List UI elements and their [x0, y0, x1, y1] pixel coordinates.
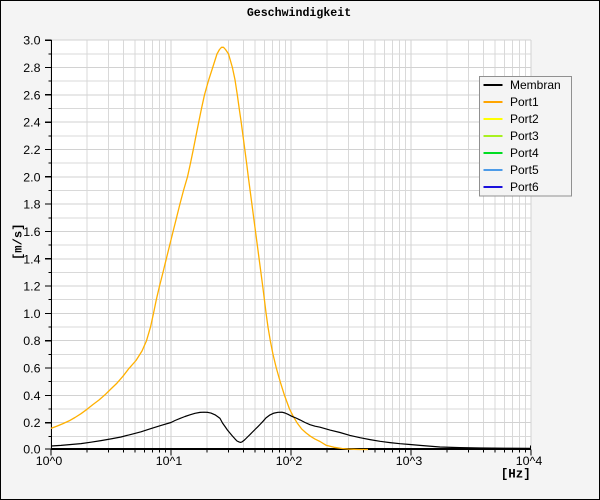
- svg-text:0.4: 0.4: [23, 389, 40, 403]
- svg-text:Port4: Port4: [510, 146, 539, 160]
- svg-text:Port6: Port6: [510, 180, 539, 194]
- svg-text:0.6: 0.6: [23, 362, 40, 376]
- svg-text:0.0: 0.0: [23, 443, 40, 457]
- svg-text:1.4: 1.4: [23, 252, 40, 266]
- svg-text:1.2: 1.2: [23, 280, 40, 294]
- svg-text:[Hz]: [Hz]: [501, 468, 531, 482]
- svg-text:3.0: 3.0: [23, 34, 40, 48]
- svg-text:0.2: 0.2: [23, 416, 40, 430]
- svg-text:10^1: 10^1: [156, 454, 183, 468]
- svg-text:2.2: 2.2: [23, 143, 40, 157]
- svg-text:[m/s]: [m/s]: [12, 223, 26, 260]
- svg-text:Membran: Membran: [510, 78, 561, 92]
- svg-text:1.8: 1.8: [23, 198, 40, 212]
- svg-text:10^2: 10^2: [276, 454, 303, 468]
- svg-text:Port5: Port5: [510, 163, 539, 177]
- svg-text:10^0: 10^0: [36, 454, 63, 468]
- svg-text:Geschwindigkeit: Geschwindigkeit: [247, 7, 351, 20]
- svg-text:10^3: 10^3: [396, 454, 423, 468]
- svg-text:1.0: 1.0: [23, 307, 40, 321]
- svg-text:10^4: 10^4: [516, 454, 543, 468]
- svg-text:1.6: 1.6: [23, 225, 40, 239]
- svg-text:2.0: 2.0: [23, 170, 40, 184]
- svg-text:2.8: 2.8: [23, 61, 40, 75]
- svg-text:Port2: Port2: [510, 112, 539, 126]
- svg-text:Port1: Port1: [510, 95, 539, 109]
- svg-text:2.6: 2.6: [23, 88, 40, 102]
- svg-text:2.4: 2.4: [23, 116, 40, 130]
- svg-text:Port3: Port3: [510, 129, 539, 143]
- svg-text:0.8: 0.8: [23, 334, 40, 348]
